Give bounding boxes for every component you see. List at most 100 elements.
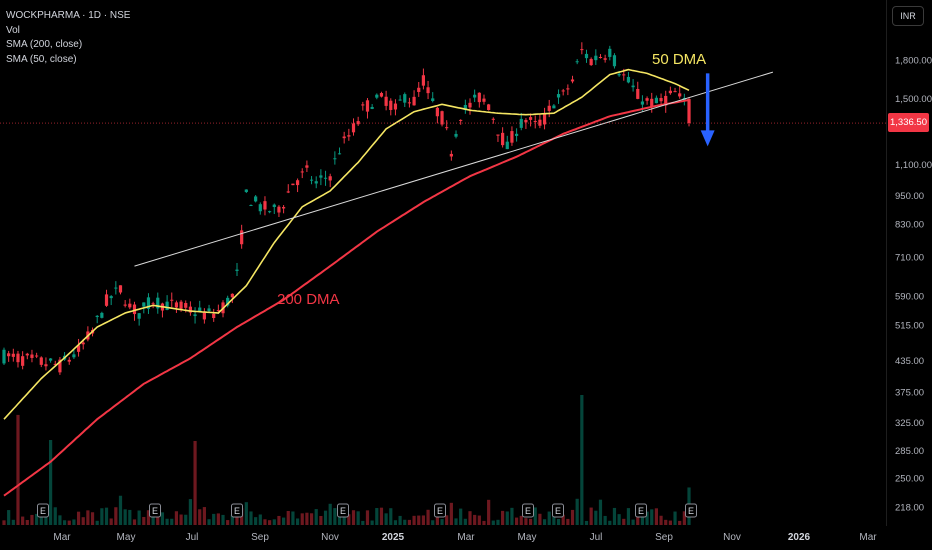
volume-bar bbox=[53, 507, 57, 525]
candle-body bbox=[519, 118, 523, 128]
volume-bar bbox=[146, 510, 151, 525]
trendline[interactable] bbox=[134, 71, 774, 267]
earnings-marker[interactable]: E bbox=[635, 503, 647, 518]
time-axis[interactable]: Mar May Jul Sep Nov 2025 Mar May Jul Sep Nov 2026 Ma… bbox=[53, 532, 877, 543]
volume-bar bbox=[21, 516, 25, 525]
candle-body bbox=[435, 107, 439, 117]
earnings-marker[interactable]: E bbox=[149, 503, 161, 518]
candle-body bbox=[76, 345, 81, 352]
earnings-label: E bbox=[152, 506, 158, 516]
candle-body bbox=[179, 301, 183, 309]
volume-bar bbox=[2, 520, 6, 525]
price-axis[interactable]: 1,800.00 1,500.00 1,100.00 950.00 830.00 710.… bbox=[895, 56, 932, 514]
candle-body bbox=[328, 176, 332, 181]
time-tick-label: Nov bbox=[723, 532, 741, 543]
candle-body bbox=[49, 358, 53, 361]
candle-body bbox=[659, 98, 663, 102]
candle-body bbox=[137, 313, 141, 319]
volume-bar bbox=[212, 513, 216, 525]
volume-bar bbox=[221, 514, 225, 525]
candle-body bbox=[114, 287, 118, 289]
earnings-marker[interactable]: E bbox=[552, 503, 564, 518]
volume-bar bbox=[370, 520, 374, 525]
price-tick-label: 218.00 bbox=[895, 503, 924, 514]
volume-bar bbox=[361, 520, 365, 525]
volume-bar bbox=[678, 520, 682, 525]
label-200-dma: 200 DMA bbox=[277, 291, 340, 308]
earnings-label: E bbox=[437, 506, 443, 516]
candle-body bbox=[417, 87, 421, 92]
symbol-title[interactable]: WOCKPHARMA · 1D · NSE bbox=[6, 10, 131, 21]
volume-bar bbox=[421, 515, 425, 525]
earnings-marker[interactable]: E bbox=[522, 503, 534, 518]
volume-bar bbox=[193, 441, 197, 525]
volume-bar bbox=[49, 440, 53, 525]
volume-bar bbox=[351, 510, 356, 525]
volume-bar bbox=[515, 517, 519, 525]
price-tick-label: 1,500.00 bbox=[895, 94, 932, 105]
candle-body bbox=[650, 98, 654, 108]
legend-sma200[interactable]: SMA (200, close) bbox=[6, 39, 83, 50]
earnings-marker[interactable]: E bbox=[434, 503, 446, 518]
earnings-marker[interactable]: E bbox=[685, 503, 697, 518]
candle-body bbox=[277, 206, 281, 213]
volume-bar bbox=[556, 518, 561, 525]
legend-sma50[interactable]: SMA (50, close) bbox=[6, 53, 77, 65]
annotations: 50 DMA 200 DMA bbox=[277, 51, 715, 308]
candle-body bbox=[58, 359, 62, 373]
candle-body bbox=[254, 196, 258, 202]
candle-body bbox=[53, 363, 57, 365]
volume-bar bbox=[575, 498, 579, 525]
candle-body bbox=[626, 76, 631, 83]
candle-body bbox=[654, 97, 658, 104]
sma50-line bbox=[3, 68, 690, 420]
volume-bar bbox=[626, 508, 631, 525]
volume-bar bbox=[389, 508, 393, 525]
earnings-label: E bbox=[340, 506, 346, 516]
legend-vol[interactable]: Vol bbox=[6, 24, 20, 36]
candle-body bbox=[645, 98, 649, 101]
earnings-marker[interactable]: E bbox=[231, 503, 243, 518]
volume-bar bbox=[118, 495, 123, 525]
candle-body bbox=[132, 304, 137, 315]
earnings-marker[interactable]: E bbox=[337, 503, 349, 518]
volume-bar bbox=[226, 520, 230, 525]
candle-body bbox=[622, 74, 626, 76]
candle-body bbox=[198, 307, 202, 312]
candle-body bbox=[556, 94, 561, 98]
candle-body bbox=[505, 141, 509, 150]
candle-body bbox=[407, 102, 412, 104]
volume-bar bbox=[151, 512, 155, 525]
volume-bar bbox=[659, 515, 663, 525]
candle-body bbox=[584, 53, 589, 59]
candle-body bbox=[431, 98, 435, 101]
candle-body bbox=[170, 299, 174, 301]
volume-bar bbox=[673, 511, 677, 525]
earnings-label: E bbox=[40, 506, 46, 516]
currency-button[interactable]: INR bbox=[892, 6, 924, 26]
candle-body bbox=[440, 111, 444, 125]
earnings-label: E bbox=[638, 506, 644, 516]
volume-bar bbox=[417, 515, 421, 525]
earnings-marker[interactable]: E bbox=[37, 503, 49, 518]
candle-body bbox=[282, 207, 286, 209]
candle-body bbox=[608, 48, 612, 57]
volume-bar bbox=[90, 512, 95, 525]
volume-bar bbox=[249, 511, 253, 525]
volume-bar bbox=[617, 514, 621, 525]
volume-bar bbox=[496, 519, 500, 525]
candle-body bbox=[249, 205, 253, 207]
candle-body bbox=[552, 105, 556, 109]
volume-bar bbox=[305, 512, 309, 525]
candle-body bbox=[365, 100, 370, 112]
volume-bar bbox=[128, 509, 132, 525]
time-tick-label: Mar bbox=[859, 532, 877, 543]
candle-body bbox=[342, 136, 346, 139]
time-tick-label: Sep bbox=[251, 532, 269, 543]
candle-body bbox=[379, 93, 384, 97]
volume-bar bbox=[333, 508, 337, 525]
candle-body bbox=[295, 180, 300, 186]
volume-bar bbox=[431, 520, 435, 525]
